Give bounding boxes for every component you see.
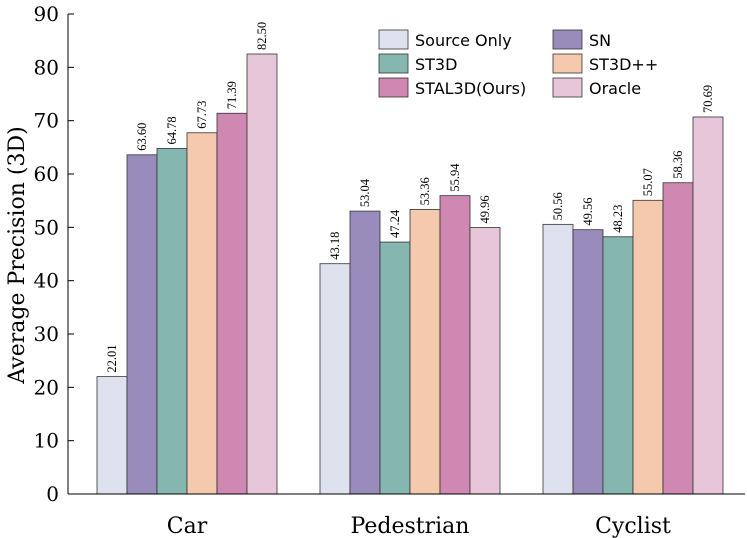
bar-st3d--cyclist xyxy=(632,199,664,495)
legend: Source Only SN ST3D ST3D++ STAL3D(Ours) Oracl… xyxy=(378,29,658,98)
data-label: 50.56 xyxy=(551,192,565,220)
y-tick-label: 60 xyxy=(34,162,59,186)
bar-st3d-car xyxy=(156,148,188,495)
legend-swatch xyxy=(378,29,409,50)
bar-source-only-cyclist xyxy=(542,223,574,495)
data-label: 55.94 xyxy=(448,163,462,192)
legend-swatch xyxy=(552,53,583,74)
data-label: 48.23 xyxy=(611,205,625,233)
legend-label: ST3D++ xyxy=(589,55,658,74)
bar-stal3d-ours--cyclist xyxy=(662,182,694,495)
bar-sn-cyclist xyxy=(572,229,604,495)
x-tick-label-car: Car xyxy=(167,514,208,538)
bars-layer: 22.01 63.60 64.78 67.73 71.39 82.50 43.18 53.04… xyxy=(96,22,724,495)
data-label: 55.07 xyxy=(641,168,655,196)
x-tick-label-cyclist: Cyclist xyxy=(595,514,671,538)
data-label: 63.60 xyxy=(135,123,149,151)
data-label: 67.73 xyxy=(195,101,209,129)
data-label: 82.50 xyxy=(255,22,269,50)
bar-source-only-pedestrian xyxy=(319,263,351,495)
y-tick-label: 70 xyxy=(34,109,59,133)
y-tick-label: 50 xyxy=(34,215,59,239)
legend-label: SN xyxy=(589,31,611,50)
legend-label: ST3D xyxy=(415,55,457,74)
y-tick-label: 30 xyxy=(34,322,59,346)
legend-swatch xyxy=(378,53,409,74)
y-tick-label: 90 xyxy=(34,2,59,26)
data-label: 53.36 xyxy=(418,177,432,205)
legend-swatch xyxy=(378,77,409,98)
data-label: 49.56 xyxy=(581,198,595,226)
data-label: 22.01 xyxy=(105,344,119,372)
bar-sn-pedestrian xyxy=(349,210,381,495)
data-label: 49.96 xyxy=(478,195,492,223)
bar-oracle-pedestrian xyxy=(469,227,501,495)
data-label: 47.24 xyxy=(388,209,402,238)
bar-sn-car xyxy=(126,154,158,495)
legend-swatch xyxy=(552,77,583,98)
y-tick-label: 20 xyxy=(34,375,59,399)
data-label: 71.39 xyxy=(225,81,239,109)
x-tick-label-pedestrian: Pedestrian xyxy=(351,514,470,538)
y-tick-label: 10 xyxy=(34,429,59,453)
legend-label: STAL3D(Ours) xyxy=(415,79,526,98)
y-axis-title: Average Precision (3D) xyxy=(5,126,30,384)
legend-label: Source Only xyxy=(415,31,512,50)
axes-layer: Car Pedestrian Cyclist 0 10 20 30 40 50 60 70 80 90 xyxy=(34,2,745,538)
bar-st3d-pedestrian xyxy=(379,241,411,495)
bar-source-only-car xyxy=(96,376,128,495)
bar-st3d-cyclist xyxy=(602,236,634,495)
bar-st3d--pedestrian xyxy=(409,209,441,495)
y-tick-label: 0 xyxy=(46,482,59,506)
bar-st3d--car xyxy=(186,132,218,495)
data-label: 43.18 xyxy=(328,232,342,260)
data-label: 58.36 xyxy=(671,151,685,179)
bar-oracle-car xyxy=(246,53,278,495)
legend-label: Oracle xyxy=(589,79,641,98)
data-label: 53.04 xyxy=(358,178,372,207)
y-tick-label: 80 xyxy=(34,55,59,79)
bar-stal3d-ours--car xyxy=(216,112,248,495)
legend-swatch xyxy=(552,29,583,50)
data-label: 64.78 xyxy=(165,116,179,144)
data-label: 70.69 xyxy=(701,85,715,113)
bar-oracle-cyclist xyxy=(692,116,724,495)
bar-stal3d-ours--pedestrian xyxy=(439,195,471,495)
y-tick-label: 40 xyxy=(34,269,59,293)
